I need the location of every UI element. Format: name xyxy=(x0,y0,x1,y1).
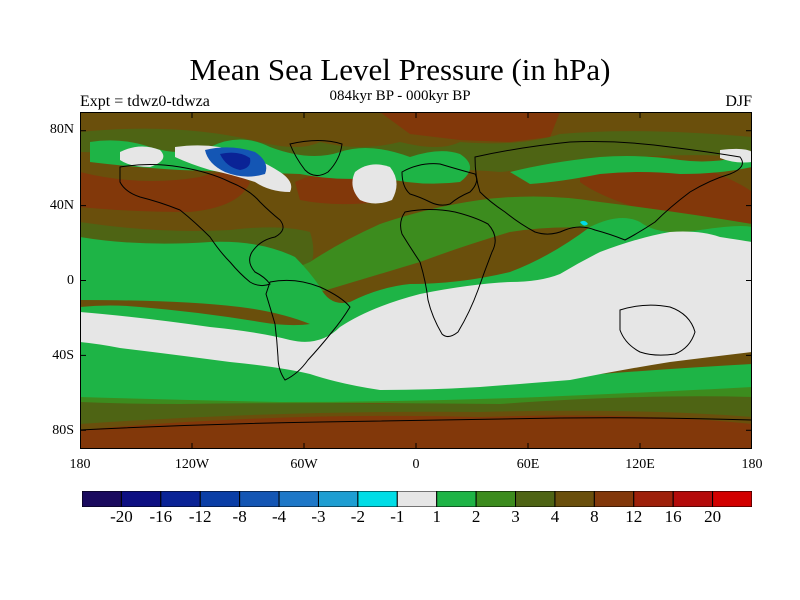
colorbar-label: 2 xyxy=(471,507,481,526)
contour-grey-southern-ocean xyxy=(80,231,752,390)
colorbar-swatch xyxy=(475,491,517,507)
coastlines xyxy=(80,140,752,431)
colorbar-label: 1 xyxy=(432,507,441,526)
coast-antarctica xyxy=(80,417,752,431)
lon-label-180e: 180 xyxy=(741,457,763,472)
colorbar-label: -2 xyxy=(350,507,365,526)
contour-cyan-patch xyxy=(580,220,588,226)
colorbar-swatch xyxy=(160,491,201,507)
colorbar-label: -3 xyxy=(311,507,326,526)
contour-olive-south xyxy=(80,393,752,424)
colorbar-swatch xyxy=(396,491,438,507)
map-ticks xyxy=(80,112,752,449)
colorbar-swatch xyxy=(672,491,714,507)
contour-grey-atlantic-high xyxy=(352,164,397,204)
coast-south-america xyxy=(265,279,351,381)
lat-label-40s: 40S xyxy=(52,348,74,363)
lat-label-80s: 80S xyxy=(52,423,74,438)
colorbar-label: 20 xyxy=(704,507,722,526)
colorbar-label: -16 xyxy=(149,507,173,526)
colorbar-swatch xyxy=(317,491,359,507)
contour-green-asia xyxy=(510,156,752,184)
coast-north-america xyxy=(119,164,284,287)
colorbar-swatch xyxy=(82,491,122,507)
colorbar-swatch xyxy=(593,491,635,507)
contour-bluedark-canada xyxy=(220,152,251,170)
colorbar-label: -1 xyxy=(390,507,405,526)
contour-brown-asia xyxy=(580,158,752,232)
colorbar-label: -8 xyxy=(232,507,247,526)
lon-label-180w: 180 xyxy=(69,457,91,472)
contour-grey-asia-patch xyxy=(720,148,752,163)
coast-europe xyxy=(401,163,478,206)
colorbar-label: 16 xyxy=(664,507,682,526)
colorbar-label: 3 xyxy=(511,507,520,526)
coast-asia xyxy=(474,141,743,241)
colorbar-label: 8 xyxy=(590,507,599,526)
coast-africa xyxy=(400,209,496,338)
season-label: DJF xyxy=(725,93,752,110)
lat-label-40n: 40N xyxy=(49,198,74,213)
coast-australia xyxy=(619,304,696,356)
experiment-label: Expt = tdwz0-tdwza xyxy=(80,93,210,110)
colorbar-swatch xyxy=(633,491,674,507)
chart-subtitle: 084kyr BP - 000kyr BP xyxy=(329,88,471,104)
lon-label-60e: 60E xyxy=(516,457,540,472)
lon-label-0: 0 xyxy=(412,457,420,472)
colorbar-label: -20 xyxy=(110,507,133,526)
lat-label-equator: 0 xyxy=(67,273,74,288)
lon-label-120e: 120E xyxy=(625,457,655,472)
colorbar-label: -4 xyxy=(271,507,287,526)
colorbar-swatch xyxy=(357,491,398,507)
contour-brown-pacific xyxy=(80,172,250,212)
colorbar-label: 12 xyxy=(625,507,643,526)
contour-layers xyxy=(80,112,752,449)
colorbar-swatch xyxy=(436,491,477,507)
lat-label-80n: 80N xyxy=(49,122,74,137)
colorbar xyxy=(82,491,752,507)
colorbar-swatch xyxy=(199,491,241,507)
contour-grey-arctic-canada xyxy=(120,146,164,167)
contour-green-subantarctic xyxy=(80,364,752,402)
pressure-anomaly-map xyxy=(80,112,752,449)
colorbar-label: -12 xyxy=(188,507,212,526)
colorbar-swatch xyxy=(554,491,595,507)
chart-title: Mean Sea Level Pressure (in hPa) xyxy=(189,52,611,87)
colorbar-swatch xyxy=(239,491,280,507)
lon-label-120w: 120W xyxy=(174,457,210,472)
colorbar-swatch xyxy=(120,491,162,507)
coast-greenland xyxy=(289,140,343,176)
lon-label-60w: 60W xyxy=(290,457,318,472)
contour-brown-north xyxy=(380,112,560,142)
colorbar-swatch xyxy=(278,491,319,507)
colorbar-swatch xyxy=(712,491,752,507)
colorbar-swatch xyxy=(515,491,556,507)
colorbar-label: 4 xyxy=(550,507,560,526)
